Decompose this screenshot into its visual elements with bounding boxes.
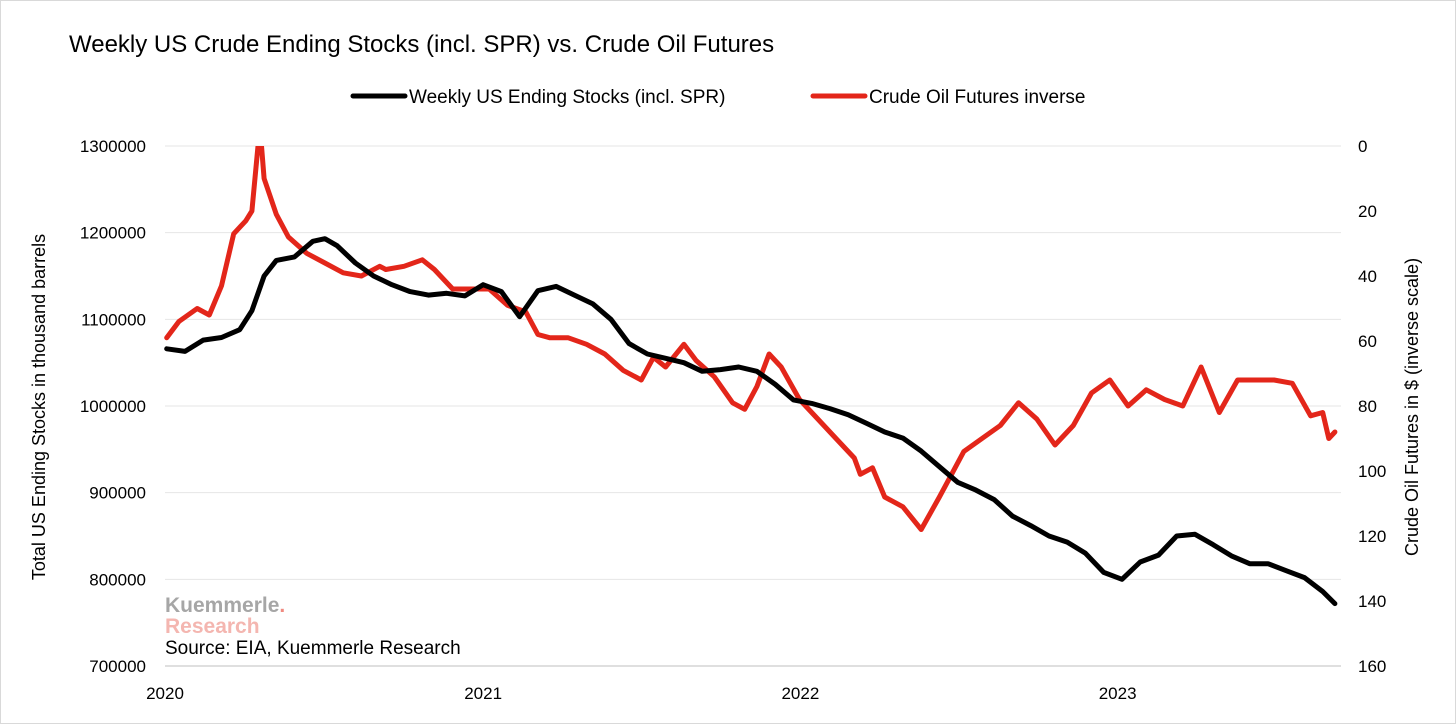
series-line-stocks [164, 236, 1338, 607]
logo-line2: Research [165, 615, 260, 638]
x-tick-label: 2023 [1099, 684, 1137, 703]
y-right-label: Crude Oil Futures in $ (inverse scale) [1402, 258, 1422, 556]
y-right-tick-label: 80 [1358, 397, 1377, 416]
y-right-tick-label: 60 [1358, 332, 1377, 351]
logo-dot: . [279, 594, 285, 617]
logo-word: Kuemmerle [165, 594, 279, 617]
y-right-tick-label: 40 [1358, 267, 1377, 286]
y-left-tick-label: 1300000 [80, 137, 146, 156]
y-right-ticks: 0 20 40 60 80 100 120 140 160 [1358, 137, 1386, 676]
y-right-tick-label: 140 [1358, 592, 1386, 611]
gridlines [165, 145, 1341, 667]
legend: Weekly US Ending Stocks (incl. SPR) Crud… [350, 87, 1085, 108]
y-right-tick-label: 120 [1358, 527, 1386, 546]
x-tick-label: 2020 [146, 684, 184, 703]
y-left-tick-label: 1000000 [80, 397, 146, 416]
x-ticks: 2020 2021 2022 2023 [146, 684, 1136, 703]
y-left-tick-label: 1200000 [80, 224, 146, 243]
watermark-logo: Kuemmerle. Research [165, 594, 285, 638]
y-left-ticks: 1300000 1200000 1100000 1000000 900000 800000… [80, 137, 146, 676]
y-right-tick-label: 100 [1358, 462, 1386, 481]
y-right-tick-label: 20 [1358, 202, 1377, 221]
source-note: Source: EIA, Kuemmerle Research [165, 638, 461, 659]
y-left-tick-label: 1100000 [81, 310, 146, 329]
legend-label-futures: Crude Oil Futures inverse [869, 87, 1085, 108]
y-left-tick-label: 700000 [89, 657, 146, 676]
series-layer [164, 146, 1338, 607]
x-tick-label: 2022 [781, 684, 819, 703]
logo-line1: Kuemmerle. [165, 594, 285, 617]
y-left-tick-label: 800000 [89, 570, 146, 589]
legend-label-stocks: Weekly US Ending Stocks (incl. SPR) [409, 87, 725, 108]
y-right-tick-label: 160 [1358, 657, 1386, 676]
x-tick-label: 2021 [464, 684, 502, 703]
y-left-tick-label: 900000 [89, 484, 146, 503]
chart-title: Weekly US Crude Ending Stocks (incl. SPR… [69, 31, 774, 58]
y-right-tick-label: 0 [1358, 137, 1367, 156]
series-line-futures [164, 146, 1338, 532]
y-left-label: Total US Ending Stocks in thousand barre… [29, 234, 49, 580]
